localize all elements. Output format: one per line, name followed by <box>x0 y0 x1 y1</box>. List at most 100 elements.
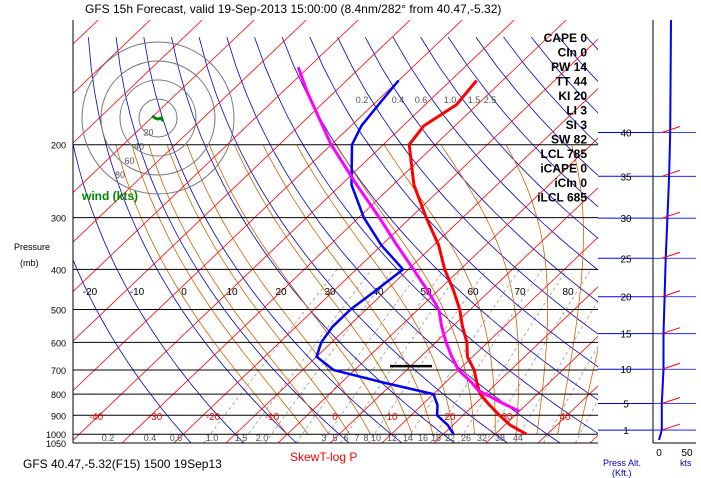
mixing-ratio-label: 0.4 <box>392 95 405 105</box>
mixing-ratio-label: 16 <box>418 433 428 443</box>
mixing-ratio-label: 32 <box>477 433 487 443</box>
index-label: SI 3 <box>566 118 588 132</box>
dry-adiabat-line <box>670 37 701 443</box>
mixing-ratio-label: 7 <box>354 433 359 443</box>
isotherm-line <box>225 88 598 443</box>
isotherm-line <box>694 20 701 443</box>
press-alt-unit: (Kft.) <box>612 468 632 478</box>
chart-text: GFS 15h Forecast, valid 19-Sep-2013 15:0… <box>14 2 692 478</box>
temperature-tick-label: 50 <box>420 287 432 298</box>
index-label: PW 14 <box>551 60 587 74</box>
dry-adiabat-line <box>447 36 598 208</box>
wind-barb <box>661 362 681 370</box>
mixing-ratio-line <box>429 269 543 443</box>
pressure-tick-label: 1000 <box>46 430 66 440</box>
press-alt-label: Press Alt. <box>603 458 641 468</box>
temperature-tick-label: 20 <box>444 412 456 423</box>
temperature-tick-label: 0 <box>332 412 338 423</box>
mixing-ratio-label: 44 <box>513 433 523 443</box>
mixing-ratio-label: 3 <box>321 433 326 443</box>
mixing-ratio-line <box>241 269 373 443</box>
isotherm-line <box>73 20 411 342</box>
isotherm-line <box>73 20 151 95</box>
mixing-ratio-label: 1.0 <box>444 95 457 105</box>
wind-barb <box>661 423 681 431</box>
temperature-tick-label: 10 <box>226 287 238 298</box>
y-axis-unit: (mb) <box>20 258 39 268</box>
dry-adiabat-line <box>614 37 701 443</box>
temperature-tick-label: 20 <box>275 287 287 298</box>
y-axis-label: Pressure <box>14 242 50 252</box>
moist-adiabat-line <box>578 347 598 435</box>
wind-tick-label: 0 <box>656 448 662 459</box>
mixing-ratio-line <box>514 300 598 443</box>
mixing-ratio-line <box>340 269 462 443</box>
height-tick-label: 25 <box>620 254 632 265</box>
mixing-ratio-line <box>457 269 568 443</box>
height-tick-label: 1 <box>623 426 629 437</box>
height-tick-label: 30 <box>620 214 632 225</box>
chart-title: GFS 15h Forecast, valid 19-Sep-2013 15:0… <box>85 2 501 16</box>
isotherm-line <box>73 20 307 243</box>
mixing-ratio-label: 0.4 <box>144 433 157 443</box>
dry-adiabat-line <box>337 36 598 335</box>
index-label: iCIn 0 <box>554 176 587 190</box>
mixing-ratio-label: 10 <box>371 433 381 443</box>
temperature-tick-label: 10 <box>386 412 398 423</box>
hodograph-label: wind (kts) <box>81 189 138 203</box>
pressure-tick-label: 600 <box>51 338 66 348</box>
height-tick-label: 20 <box>620 293 632 304</box>
dry-adiabat-line <box>530 36 598 114</box>
temperature-tick-label: -10 <box>265 412 280 423</box>
hodograph-ring-label: 60 <box>124 156 134 166</box>
height-tick-label: 5 <box>623 400 629 411</box>
dry-adiabat-line <box>115 37 350 443</box>
index-label: iLCL 685 <box>537 191 587 205</box>
isotherm-line <box>0 20 46 443</box>
x-axis-label: SkewT-log P <box>290 450 357 464</box>
mixing-ratio-label: 0.2 <box>356 95 369 105</box>
mixing-ratio-label: 8 <box>363 433 368 443</box>
hodograph-trace <box>151 114 165 122</box>
parcel-line <box>296 66 521 413</box>
isotherm-line <box>277 137 598 443</box>
isotherm-line <box>173 38 598 443</box>
height-tick-label: 10 <box>620 365 632 376</box>
dry-adiabat-line <box>392 36 598 271</box>
isotherm-line <box>485 335 598 443</box>
dry-adiabat-line <box>171 37 455 443</box>
dry-adiabat-line <box>586 36 598 51</box>
dry-adiabat-line <box>88 37 297 443</box>
chart-series <box>296 66 528 436</box>
mixing-ratio-label: 2.5 <box>484 95 497 105</box>
dry-adiabat-line <box>73 141 244 443</box>
hodograph-ring-label: 80 <box>115 170 125 180</box>
chart-lines <box>0 20 701 443</box>
dry-adiabat-line <box>143 37 403 443</box>
isotherm-line <box>73 20 203 144</box>
temperature-tick-label: -20 <box>83 287 98 298</box>
mixing-ratio-label: 5 <box>332 433 337 443</box>
temperature-tick-label: 30 <box>324 287 336 298</box>
index-label: iCAPE 0 <box>540 162 587 176</box>
dry-adiabat-line <box>642 37 701 443</box>
hodograph-ring <box>119 79 197 157</box>
temperature-tick-label: 70 <box>514 287 526 298</box>
dewpoint-line <box>315 79 455 435</box>
temperature-tick-label: 30 <box>501 412 513 423</box>
isotherm-line <box>589 434 598 443</box>
wind-barb <box>661 169 681 177</box>
wind-barb <box>661 251 681 259</box>
index-label: CAPE 0 <box>544 31 588 45</box>
wind-speed-line <box>658 19 672 441</box>
dry-adiabat-line <box>697 37 701 443</box>
height-tick-label: 40 <box>620 128 632 139</box>
temperature-tick-label: -10 <box>130 287 145 298</box>
mixing-ratio-label: 1.0 <box>206 433 219 443</box>
isotherm-line <box>73 20 463 392</box>
isotherm-line <box>73 20 255 194</box>
isotherm-line <box>73 20 515 441</box>
pressure-tick-label: 900 <box>51 411 66 421</box>
